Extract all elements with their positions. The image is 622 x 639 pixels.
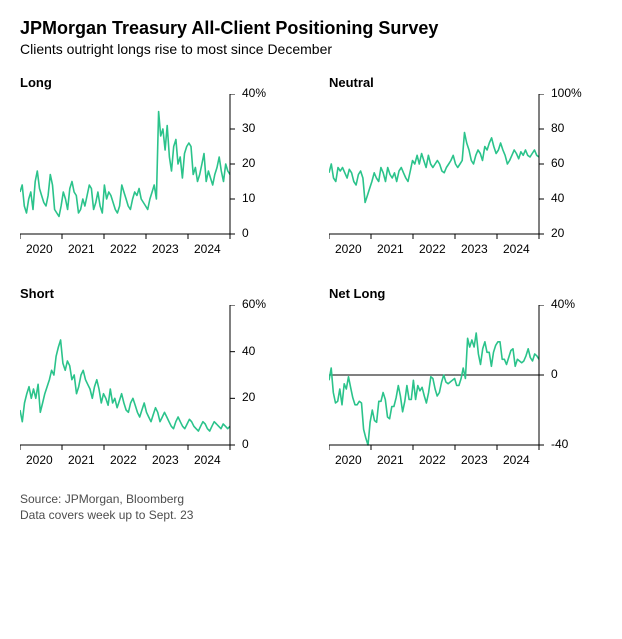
- series-line: [329, 333, 539, 445]
- x-labels: 2020 2021 2022 2023 2024: [20, 453, 230, 469]
- y-tick-label: 0: [242, 437, 249, 451]
- y-tick-label: 100%: [551, 86, 582, 100]
- y-tick-label: 40%: [551, 297, 575, 311]
- x-labels: 2020 2021 2022 2023 2024: [329, 453, 539, 469]
- note-line: Data covers week up to Sept. 23: [20, 507, 602, 523]
- series-line: [20, 340, 230, 431]
- y-labels: 40%0-40: [545, 305, 593, 445]
- y-tick-label: 10: [242, 191, 255, 205]
- page-subtitle: Clients outright longs rise to most sinc…: [20, 41, 602, 57]
- x-tick-label: 2023: [461, 453, 488, 467]
- chart-wrap: 100%80604020: [329, 94, 602, 240]
- y-labels: 100%80604020: [545, 94, 593, 234]
- x-tick-label: 2024: [194, 242, 221, 256]
- y-tick-label: 20: [551, 226, 564, 240]
- y-tick-label: 80: [551, 121, 564, 135]
- chart-svg: [329, 305, 545, 451]
- x-tick-label: 2023: [461, 242, 488, 256]
- y-tick-label: 30: [242, 121, 255, 135]
- page-title: JPMorgan Treasury All-Client Positioning…: [20, 18, 602, 39]
- y-tick-label: 0: [551, 367, 558, 381]
- series-line: [20, 112, 230, 217]
- x-tick-label: 2023: [152, 242, 179, 256]
- x-tick-label: 2020: [26, 242, 53, 256]
- y-labels: 40%3020100: [236, 94, 284, 234]
- y-labels: 60%40200: [236, 305, 284, 445]
- chart-wrap: 60%40200: [20, 305, 293, 451]
- x-tick-label: 2024: [503, 453, 530, 467]
- x-tick-label: 2021: [377, 453, 404, 467]
- x-tick-label: 2023: [152, 453, 179, 467]
- chart-wrap: 40%3020100: [20, 94, 293, 240]
- chart-panel: Long40%302010020202021202220232024: [20, 75, 293, 258]
- chart-footer: Source: JPMorgan, Bloomberg Data covers …: [20, 491, 602, 523]
- x-tick-label: 2024: [194, 453, 221, 467]
- chart-svg: [20, 94, 236, 240]
- source-line: Source: JPMorgan, Bloomberg: [20, 491, 602, 507]
- y-tick-label: 0: [242, 226, 249, 240]
- chart-grid: Long40%302010020202021202220232024Neutra…: [20, 75, 602, 469]
- y-tick-label: 20: [242, 390, 255, 404]
- y-tick-label: 40: [242, 344, 255, 358]
- series-line: [329, 133, 539, 203]
- chart-svg: [329, 94, 545, 240]
- y-tick-label: -40: [551, 437, 568, 451]
- x-tick-label: 2022: [419, 453, 446, 467]
- x-tick-label: 2022: [419, 242, 446, 256]
- chart-svg: [20, 305, 236, 451]
- chart-panel: Net Long40%0-4020202021202220232024: [329, 286, 602, 469]
- x-tick-label: 2020: [335, 242, 362, 256]
- y-tick-label: 40%: [242, 86, 266, 100]
- x-tick-label: 2021: [68, 242, 95, 256]
- y-tick-label: 40: [551, 191, 564, 205]
- chart-panel: Short60%4020020202021202220232024: [20, 286, 293, 469]
- x-tick-label: 2024: [503, 242, 530, 256]
- y-tick-label: 20: [242, 156, 255, 170]
- chart-panel: Neutral100%8060402020202021202220232024: [329, 75, 602, 258]
- x-tick-label: 2022: [110, 453, 137, 467]
- y-tick-label: 60%: [242, 297, 266, 311]
- x-tick-label: 2020: [26, 453, 53, 467]
- x-labels: 2020 2021 2022 2023 2024: [329, 242, 539, 258]
- x-tick-label: 2021: [377, 242, 404, 256]
- x-tick-label: 2022: [110, 242, 137, 256]
- x-labels: 2020 2021 2022 2023 2024: [20, 242, 230, 258]
- y-tick-label: 60: [551, 156, 564, 170]
- x-tick-label: 2020: [335, 453, 362, 467]
- chart-wrap: 40%0-40: [329, 305, 602, 451]
- x-tick-label: 2021: [68, 453, 95, 467]
